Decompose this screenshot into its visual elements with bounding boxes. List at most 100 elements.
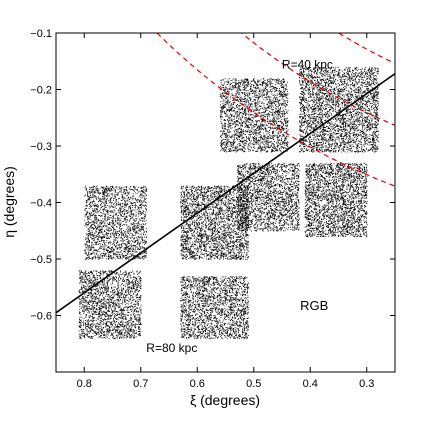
- star-point: [344, 113, 346, 115]
- star-point: [241, 141, 243, 143]
- star-point: [242, 132, 244, 134]
- star-point: [281, 121, 283, 123]
- star-point: [281, 104, 283, 106]
- star-point: [377, 83, 379, 85]
- star-point: [261, 136, 263, 138]
- star-point: [238, 81, 240, 83]
- star-point: [244, 108, 246, 110]
- star-point: [299, 116, 301, 118]
- star-point: [231, 94, 233, 96]
- star-point: [335, 147, 337, 149]
- star-point: [317, 121, 319, 123]
- star-point: [270, 78, 272, 80]
- star-point: [350, 76, 352, 78]
- star-point: [239, 148, 241, 150]
- star-point: [224, 146, 226, 148]
- star-point: [287, 122, 289, 123]
- star-point: [231, 150, 233, 152]
- star-point: [287, 91, 289, 93]
- star-point: [345, 85, 347, 87]
- star-point: [230, 145, 232, 147]
- star-point: [236, 106, 238, 108]
- star-point: [229, 120, 231, 121]
- star-point: [257, 95, 259, 97]
- star-point: [343, 101, 345, 103]
- star-point: [237, 121, 239, 123]
- star-point: [347, 79, 349, 81]
- star-point: [334, 80, 336, 82]
- star-point: [321, 103, 323, 105]
- star-point: [329, 132, 331, 134]
- star-point: [358, 68, 360, 70]
- star-point: [333, 92, 334, 94]
- star-point: [263, 139, 265, 141]
- star-point: [269, 102, 271, 104]
- star-point: [330, 86, 332, 88]
- star-point: [359, 140, 361, 142]
- star-point: [307, 111, 309, 113]
- star-point: [230, 118, 232, 120]
- star-point: [330, 76, 332, 78]
- star-point: [276, 97, 278, 99]
- star-point: [277, 132, 279, 134]
- star-point: [281, 145, 283, 147]
- star-point: [224, 88, 226, 90]
- star-point: [255, 112, 257, 114]
- star-point: [320, 71, 322, 73]
- star-point: [341, 104, 343, 106]
- star-point: [277, 139, 279, 141]
- star-point: [348, 123, 350, 125]
- star-point: [341, 116, 343, 118]
- star-point: [302, 107, 304, 109]
- star-point: [338, 72, 340, 74]
- star-point: [284, 96, 286, 98]
- star-point: [348, 136, 350, 138]
- star-point: [360, 105, 362, 107]
- star-point: [259, 147, 261, 149]
- star-point: [361, 122, 363, 124]
- star-point: [333, 102, 335, 104]
- star-point: [356, 135, 357, 137]
- star-point: [245, 86, 247, 88]
- star-point: [239, 89, 241, 91]
- star-point: [250, 113, 252, 115]
- star-point: [355, 134, 357, 136]
- star-point: [370, 84, 372, 86]
- star-point: [221, 125, 223, 127]
- star-point: [248, 109, 250, 111]
- star-point: [340, 127, 342, 129]
- star-point: [248, 83, 250, 85]
- star-point: [233, 130, 235, 132]
- star-point: [360, 99, 361, 101]
- star-point: [343, 150, 345, 152]
- star-point: [377, 134, 379, 136]
- star-point: [268, 101, 270, 103]
- star-point: [276, 89, 278, 91]
- star-point: [264, 107, 266, 109]
- star-point: [342, 121, 344, 123]
- star-point: [262, 138, 264, 140]
- star-point: [315, 117, 317, 119]
- star-point: [375, 78, 377, 80]
- star-point: [344, 144, 345, 146]
- star-point: [265, 130, 267, 132]
- star-point: [367, 87, 369, 89]
- star-point: [279, 93, 281, 94]
- star-point: [362, 150, 364, 152]
- star-point: [346, 97, 348, 99]
- star-point: [276, 135, 278, 137]
- star-point: [233, 143, 235, 145]
- star-point: [237, 131, 239, 133]
- star-point: [356, 108, 358, 110]
- star-point: [344, 141, 346, 143]
- star-point: [266, 94, 268, 96]
- star-point: [247, 124, 249, 126]
- star-point: [266, 93, 268, 95]
- star-point: [246, 125, 248, 126]
- star-point: [278, 79, 280, 81]
- star-point: [238, 128, 240, 130]
- star-point: [260, 135, 262, 136]
- star-point: [305, 69, 307, 71]
- star-point: [227, 141, 229, 143]
- star-point: [271, 88, 273, 90]
